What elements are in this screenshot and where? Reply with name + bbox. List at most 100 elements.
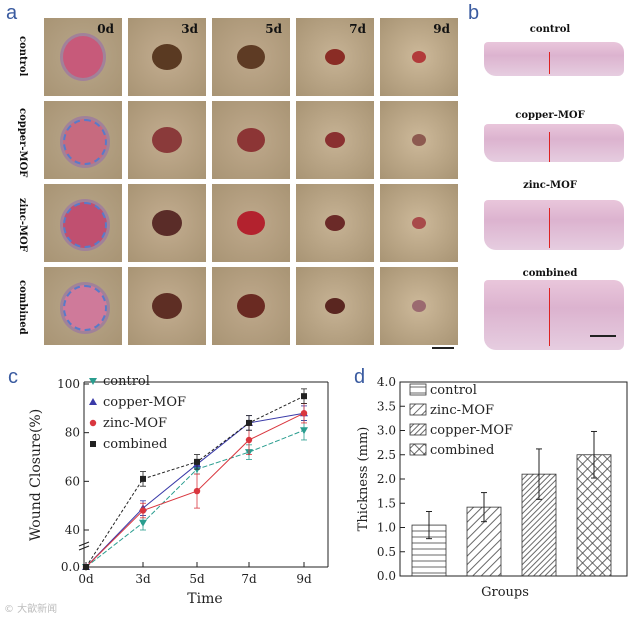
wound-photo <box>296 267 374 345</box>
axis-break-mark <box>78 545 90 551</box>
y-tick-label: 4.0 <box>377 375 396 389</box>
wound-photo <box>128 184 206 262</box>
legend-label: zinc-MOF <box>430 403 494 418</box>
y-tick-label: 60 <box>65 474 80 488</box>
row-label-control: control <box>17 36 28 77</box>
data-point <box>89 419 97 427</box>
x-axis-title: Time <box>187 591 222 607</box>
x-axis-title: Groups <box>481 585 529 600</box>
data-point <box>140 475 146 482</box>
legend-label: copper-MOF <box>430 423 513 438</box>
data-point <box>246 419 252 426</box>
y-tick-label: 0.0 <box>61 560 80 574</box>
panel-letter-a: a <box>6 2 18 24</box>
y-tick-label: 2.0 <box>377 472 396 486</box>
watermark: © 大歆新闻 <box>4 604 58 615</box>
thickness-arrow <box>549 52 550 74</box>
wound-area <box>325 298 345 314</box>
panel-b-histology: control copper-MOF zinc-MOF combined <box>478 0 635 360</box>
tissue-section <box>484 42 624 76</box>
wound-photo: 7d <box>296 18 374 96</box>
day-label: 7d <box>349 22 366 36</box>
data-point <box>139 507 147 514</box>
tissue-section <box>484 280 624 350</box>
wound-photo <box>212 184 290 262</box>
wound-area <box>237 294 265 318</box>
day-label: 0d <box>97 22 114 36</box>
legend-swatch <box>409 443 427 456</box>
wound-photo: 3d <box>128 18 206 96</box>
thickness-arrow <box>549 132 550 162</box>
wound-photo <box>212 267 290 345</box>
wound-area <box>412 300 426 312</box>
wound-area <box>325 49 345 65</box>
scale-bar <box>432 347 454 349</box>
wound-area <box>237 45 265 69</box>
wound-photo <box>212 101 290 179</box>
y-tick-label: 2.5 <box>377 448 396 462</box>
wound-photo <box>296 184 374 262</box>
hist-label-copper-mof: copper-MOF <box>515 110 585 121</box>
legend-label: control <box>103 374 150 389</box>
wound-photo: 9d <box>380 18 458 96</box>
wound-area <box>412 51 426 63</box>
data-point <box>193 466 201 474</box>
data-point <box>193 487 201 495</box>
row-label-combined: combined <box>17 280 28 335</box>
y-tick-label: 0.5 <box>377 545 396 559</box>
y-tick-label: 80 <box>65 426 80 440</box>
panel-letter-d: d <box>354 366 366 388</box>
wound-photo <box>128 267 206 345</box>
hist-label-control: control <box>529 24 571 35</box>
wound-photo <box>128 101 206 179</box>
y-tick-label: 40 <box>65 523 80 537</box>
x-tick-label: 9d <box>296 572 312 586</box>
wound-area <box>63 119 107 165</box>
wound-area <box>152 293 182 319</box>
legend-label: combined <box>430 443 494 458</box>
wound-area <box>63 36 103 78</box>
x-tick-label: 3d <box>135 572 151 586</box>
wound-photo <box>380 101 458 179</box>
y-axis-title: Wound Closure(%) <box>28 409 44 541</box>
x-tick-label: 0d <box>78 572 94 586</box>
wound-photo <box>44 101 122 179</box>
wound-area <box>412 134 426 146</box>
wound-area <box>237 211 265 235</box>
wound-photo <box>380 184 458 262</box>
data-point <box>194 458 200 465</box>
y-tick-label: 1.5 <box>377 496 396 510</box>
data-point <box>245 436 253 444</box>
wound-area <box>152 127 182 153</box>
row-label-zinc-mof: zinc-MOF <box>17 198 28 252</box>
legend-swatch <box>409 403 427 416</box>
panel-letter-c: c <box>8 366 18 388</box>
hist-scale-bar <box>590 335 616 337</box>
day-label: 5d <box>265 22 282 36</box>
tissue-section <box>484 124 624 162</box>
y-tick-label: 3.0 <box>377 424 396 438</box>
day-label: 3d <box>181 22 198 36</box>
data-point <box>89 378 97 385</box>
legend-label: control <box>430 383 477 398</box>
wound-photo <box>380 267 458 345</box>
wound-area <box>63 285 107 331</box>
legend-label: zinc-MOF <box>103 416 167 431</box>
y-tick-label: 3.5 <box>377 399 396 413</box>
axis-break-mark <box>78 541 90 547</box>
legend-label: combined <box>103 437 167 452</box>
row-label-copper-mof: copper-MOF <box>17 108 28 178</box>
wound-photo <box>296 101 374 179</box>
wound-area <box>325 132 345 148</box>
wound-photo <box>44 267 122 345</box>
wound-area <box>152 44 182 70</box>
tissue-section <box>484 200 624 250</box>
data-point <box>300 410 308 417</box>
data-point <box>300 427 308 435</box>
legend-label: copper-MOF <box>103 395 186 410</box>
wound-photo: 5d <box>212 18 290 96</box>
thickness-arrow <box>549 288 550 346</box>
wound-area <box>63 202 107 248</box>
y-tick-label: 0.0 <box>377 569 396 583</box>
wound-photo <box>44 184 122 262</box>
